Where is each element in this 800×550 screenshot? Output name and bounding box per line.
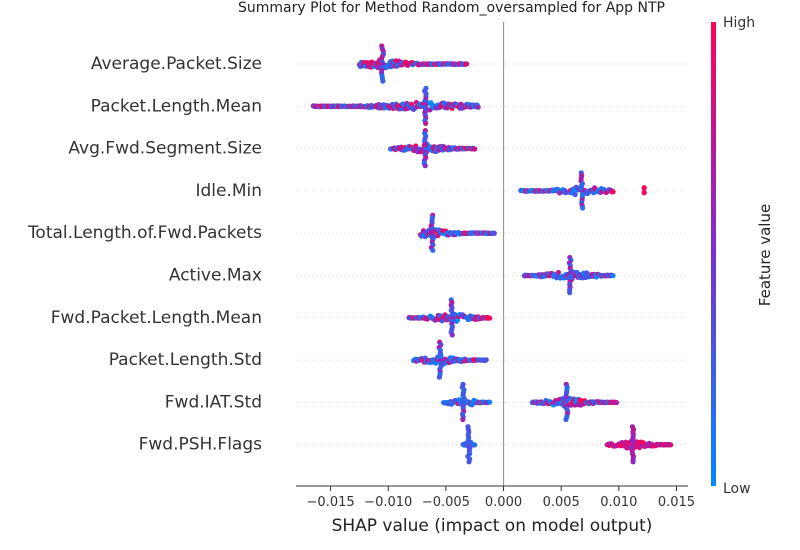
colorbar-title: Feature value xyxy=(756,204,774,306)
shap-point xyxy=(475,104,481,110)
shap-point xyxy=(380,78,386,84)
beeswarm-average-packet-size xyxy=(356,43,470,84)
x-tick-label: 0.015 xyxy=(658,495,695,510)
shap-point xyxy=(610,272,616,279)
shap-point xyxy=(472,146,478,152)
feature-label: Fwd.Packet.Length.Mean xyxy=(51,308,262,328)
shap-point xyxy=(422,163,428,169)
beeswarm-fwd-psh-flags xyxy=(460,424,674,465)
x-tick-label: 0.000 xyxy=(485,495,522,510)
x-tick-label: −0.010 xyxy=(364,495,412,510)
shap-point xyxy=(436,374,442,380)
shap-point xyxy=(375,64,381,71)
shap-point xyxy=(433,360,439,366)
shap-point xyxy=(449,332,455,338)
colorbar-high-label: High xyxy=(723,15,755,31)
beeswarm-active-max xyxy=(521,254,616,296)
shap-point xyxy=(441,100,448,107)
shap-point xyxy=(563,416,569,423)
shap-point xyxy=(466,459,472,465)
shap-point xyxy=(625,445,631,451)
beeswarm-fwd-iat-std xyxy=(440,381,620,423)
chart-title: Summary Plot for Method Random_oversampl… xyxy=(238,0,665,16)
beeswarm-avg-fwd-segment-size xyxy=(387,128,478,169)
shap-point xyxy=(613,399,620,406)
beeswarm-idle-min xyxy=(518,170,647,211)
feature-label: Total.Length.of.Fwd.Packets xyxy=(27,223,262,243)
x-tick-label: −0.005 xyxy=(422,495,470,510)
shap-point xyxy=(388,64,394,70)
colorbar-low-label: Low xyxy=(723,481,751,497)
shap-point xyxy=(567,290,573,296)
beeswarm-total-length-of-fwd-packets xyxy=(417,212,497,253)
shap-point xyxy=(483,357,489,363)
shap-point xyxy=(430,247,436,253)
colorbar xyxy=(711,22,716,486)
shap-point xyxy=(580,205,586,211)
shap-point xyxy=(400,101,406,107)
x-tick-label: 0.005 xyxy=(543,495,580,510)
shap-point xyxy=(668,442,674,448)
beeswarm-packet-length-mean xyxy=(310,85,481,126)
x-tick-label: 0.010 xyxy=(600,495,637,510)
beeswarm-packet-length-std xyxy=(411,339,489,380)
feature-label: Fwd.PSH.Flags xyxy=(139,435,263,455)
feature-label: Fwd.IAT.Std xyxy=(165,392,262,412)
shap-point xyxy=(559,396,565,402)
shap-point xyxy=(641,185,647,191)
feature-label: Idle.Min xyxy=(195,181,262,201)
shap-point xyxy=(555,269,562,276)
feature-label: Average.Packet.Size xyxy=(91,54,262,74)
feature-label: Packet.Length.Mean xyxy=(91,96,262,116)
shap-point xyxy=(423,120,429,126)
shap-point xyxy=(641,190,647,196)
shap-point xyxy=(464,61,470,67)
shap-point xyxy=(472,442,478,448)
shap-point xyxy=(572,191,578,198)
shap-point xyxy=(630,459,636,465)
shap-point xyxy=(487,315,493,321)
feature-label: Avg.Fwd.Segment.Size xyxy=(68,139,262,159)
x-axis-label: SHAP value (impact on model output) xyxy=(332,516,653,536)
x-tick-label: −0.015 xyxy=(307,495,355,510)
shap-point xyxy=(491,230,497,236)
shap-point xyxy=(487,399,493,405)
beeswarm-fwd-packet-length-mean xyxy=(406,297,493,338)
shap-point xyxy=(460,416,466,423)
feature-label: Active.Max xyxy=(169,266,262,286)
feature-label: Packet.Length.Std xyxy=(109,350,262,370)
shap-point xyxy=(610,189,616,195)
